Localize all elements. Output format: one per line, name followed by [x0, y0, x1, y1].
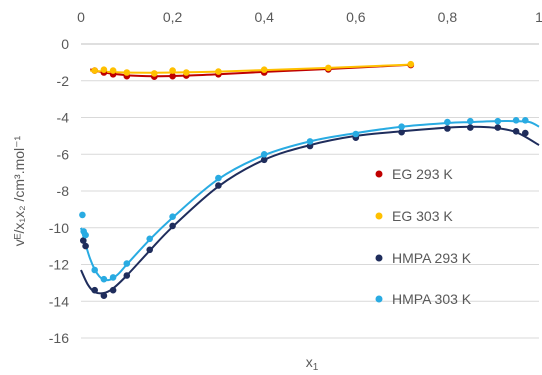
point-hmpa-293-k-2	[91, 286, 98, 294]
y-tick-label-6: -12	[49, 257, 69, 273]
point-hmpa-293-k-1	[82, 242, 89, 250]
y-tick-label-2: -4	[57, 110, 70, 126]
point-hmpa-303-k-2	[82, 231, 89, 239]
point-hmpa-303-k-3	[91, 266, 98, 274]
point-hmpa-293-k-0	[80, 237, 87, 244]
legend-item-hmpa-293: HMPA 293 K	[375, 250, 472, 266]
point-hmpa-303-k-12	[352, 130, 360, 138]
point-hmpa-303-k-15	[467, 117, 474, 125]
point-eg-293-k-5	[169, 72, 176, 80]
point-hmpa-293-k-14	[467, 124, 474, 131]
legend-item-eg-293: EG 293 K	[375, 166, 453, 182]
point-hmpa-303-k-7	[146, 235, 153, 243]
grid-layer	[81, 43, 539, 339]
point-hmpa-303-k-11	[306, 138, 314, 145]
point-eg-303-k-1	[100, 66, 108, 73]
point-hmpa-303-k-18	[522, 117, 529, 124]
point-hmpa-293-k-7	[169, 222, 176, 230]
point-hmpa-293-k-3	[100, 292, 108, 300]
x-tick-labels: 0 0,2 0,4 0,6 0,8 1	[77, 9, 542, 25]
y-tick-label-3: -6	[57, 146, 70, 162]
legend-marker-hmpa-293	[375, 254, 383, 262]
point-hmpa-293-k-5	[123, 272, 131, 279]
point-hmpa-293-k-16	[512, 128, 520, 135]
x-tick-label-1: 0,2	[163, 9, 183, 25]
point-hmpa-303-k-13	[398, 123, 405, 130]
x-tick-label-5: 1	[535, 9, 542, 25]
legend-label-hmpa-293: HMPA 293 K	[392, 250, 472, 266]
point-eg-303-k-9	[325, 64, 332, 72]
point-hmpa-303-k-6	[123, 260, 131, 267]
point-eg-303-k-5	[169, 67, 176, 74]
point-hmpa-293-k-4	[109, 286, 117, 294]
x-axis-title-base: x	[306, 354, 313, 370]
point-eg-303-k-10	[407, 60, 415, 68]
x-tick-label-2: 0,4	[254, 9, 274, 25]
point-hmpa-303-k-8	[169, 213, 176, 220]
point-eg-303-k-8	[260, 66, 268, 73]
x-axis-title: x1	[306, 354, 319, 373]
point-eg-303-k-7	[215, 68, 222, 75]
point-eg-303-k-3	[123, 69, 131, 76]
point-hmpa-303-k-4	[100, 275, 108, 283]
legend: EG 293 K EG 303 K HMPA 293 K HMPA 303 K	[375, 166, 472, 307]
legend-item-hmpa-303: HMPA 303 K	[375, 291, 472, 307]
point-hmpa-303-k-14	[444, 118, 451, 126]
y-tick-label-8: -16	[49, 330, 69, 346]
point-hmpa-293-k-17	[522, 129, 529, 137]
legend-marker-hmpa-303	[375, 295, 383, 303]
legend-marker-eg-293	[375, 170, 383, 178]
y-tick-label-5: -10	[49, 220, 69, 236]
legend-label-hmpa-303: HMPA 303 K	[392, 291, 472, 307]
y-tick-label-7: -14	[49, 293, 69, 309]
point-hmpa-303-k-0	[79, 211, 86, 219]
y-tick-label-0: 0	[61, 36, 69, 52]
data-points	[79, 60, 529, 300]
point-hmpa-303-k-10	[260, 151, 268, 158]
y-axis-title: vᴱ/x₁x₂ /cm³.mol⁻¹	[11, 135, 27, 246]
y-tick-labels: 0 -2 -4 -6 -8 -10 -12 -14 -16	[49, 36, 69, 346]
point-hmpa-293-k-9	[260, 156, 268, 164]
point-eg-303-k-0	[91, 67, 98, 74]
point-hmpa-303-k-9	[215, 174, 222, 182]
point-eg-303-k-6	[183, 69, 190, 76]
point-hmpa-303-k-5	[109, 274, 117, 281]
point-hmpa-293-k-12	[398, 128, 405, 136]
point-eg-303-k-2	[109, 67, 117, 74]
x-axis-title-subscript: 1	[313, 362, 319, 373]
y-tick-label-1: -2	[57, 73, 70, 89]
point-eg-303-k-4	[151, 70, 158, 77]
point-hmpa-293-k-8	[215, 182, 222, 189]
y-tick-label-4: -8	[57, 183, 70, 199]
point-hmpa-293-k-6	[146, 246, 153, 254]
x-tick-label-3: 0,6	[346, 9, 366, 25]
point-hmpa-293-k-10	[306, 142, 314, 150]
point-hmpa-303-k-17	[512, 117, 520, 124]
legend-label-eg-303: EG 303 K	[392, 208, 453, 224]
legend-item-eg-303: EG 303 K	[375, 208, 453, 224]
x-tick-label-0: 0	[77, 9, 85, 25]
legend-label-eg-293: EG 293 K	[392, 166, 453, 182]
point-hmpa-303-k-16	[494, 117, 502, 125]
fit-curve-eg-303-k	[90, 63, 411, 74]
point-hmpa-293-k-15	[494, 124, 502, 131]
fit-curve-hmpa-293-k	[80, 125, 540, 295]
point-hmpa-293-k-13	[444, 125, 451, 132]
x-tick-label-4: 0,8	[438, 9, 458, 25]
legend-marker-eg-303	[375, 212, 383, 220]
